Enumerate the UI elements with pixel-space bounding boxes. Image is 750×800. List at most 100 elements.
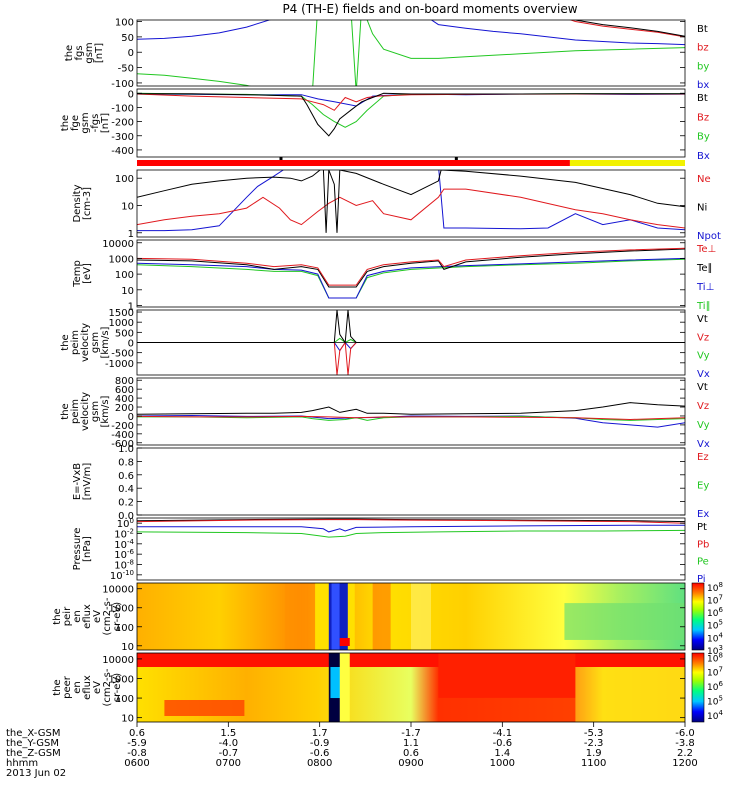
colorbar-tick-label: 104 (707, 709, 723, 722)
y-axis-label: the peim velocity gsm [km/s] (60, 323, 111, 362)
y-tick-label: 800 (115, 376, 134, 387)
y-tick-label: 10 (121, 714, 134, 725)
y-axis-label-line: peim (70, 399, 81, 424)
x-tick-label: 1100 (581, 758, 606, 769)
x-tick-label: 2.2 (677, 748, 693, 759)
series-group (137, 402, 685, 428)
y-tick-label: -600 (111, 439, 134, 450)
x-tick-label: 0.6 (403, 748, 419, 759)
y-axis-label-line: [km/s] (100, 395, 111, 427)
fgs-panel: Bt bz by bx 100 50 0 -50 -100 the fgs gsm [nT] (64, 18, 709, 91)
legend: Ne Ni Npot (697, 174, 721, 242)
x-tick-label: -0.6 (493, 738, 513, 749)
y-axis-label-line: peim (70, 330, 81, 355)
legend-item: Ex (697, 509, 709, 520)
legend-item: bx (697, 80, 709, 91)
y-axis-label-line: the (52, 608, 63, 624)
series-line-Ne (137, 188, 685, 229)
status-segment (137, 160, 570, 166)
y-tick-label: 0.4 (118, 484, 134, 495)
x-tick-label: 1000 (490, 758, 515, 769)
series-line-Ni (137, 170, 685, 233)
y-axis-label-line: sr-eV) (112, 602, 123, 631)
legend-item: Bz (697, 112, 709, 123)
y-axis-label-line: en (72, 681, 83, 694)
y-tick-label: -400 (111, 146, 134, 157)
series-line-Te∥ (137, 248, 685, 288)
x-row-label: hhmm (6, 758, 38, 769)
y-tick-label: 10-8 (114, 559, 134, 572)
colorbar-tick-label: 105 (707, 694, 723, 707)
y-tick-label: 100 (115, 623, 134, 634)
y-tick-label: 100 (117, 517, 134, 530)
panel-frame (136, 239, 686, 308)
y-tick-label: 200 (115, 403, 134, 414)
x-tick-label: -0.8 (127, 748, 147, 759)
series-line-By (137, 92, 685, 128)
series-group (137, 310, 685, 375)
y-axis-label: Temp [eV] (72, 260, 93, 288)
x-tick-label: -0.7 (219, 748, 239, 759)
y-axis-label-line: the (60, 115, 71, 131)
y-tick-label: 10000 (102, 655, 134, 666)
y-tick-label: 600 (115, 385, 134, 396)
y-tick-label: 100 (115, 18, 134, 29)
legend-item: Vy (697, 420, 710, 431)
y-axis-label-line: Pressure (72, 528, 83, 571)
y-tick-label: -100 (111, 79, 134, 90)
y-tick-label: -500 (111, 349, 134, 360)
x-tick-label: -5.3 (584, 728, 604, 739)
x-tick-label: -2.3 (584, 738, 604, 749)
colorbar-tick-label: 105 (707, 619, 723, 632)
y-axis-label-line: (cm2-s- (102, 668, 113, 706)
fgm-panel: Bt Bz By Bx 0 -100 -200 -300 -400 the fge gsm -fgs [n… (60, 88, 710, 162)
spectrogram-band (315, 583, 332, 650)
y-tick-label: 1000 (109, 254, 134, 265)
y-axis-label: the peer en eflux eV (cm2-s-sr-eV) (52, 668, 123, 706)
x-tick-label: -4.1 (493, 728, 513, 739)
x-tick-label: -4.0 (219, 738, 239, 749)
y-axis-label-line: the (60, 403, 71, 419)
panel-frame (136, 517, 686, 581)
legend-item: Npot (697, 231, 721, 242)
series-line-Vy (137, 337, 685, 344)
status-bar (137, 157, 685, 166)
y-axis-label-line: peir (62, 606, 73, 626)
series-line-Pb (137, 519, 685, 524)
colorbar-tick-label: 106 (707, 680, 723, 693)
y-tick-label: 10 (121, 642, 134, 653)
spectrogram-band (164, 700, 245, 716)
legend-item: Ti∥ (696, 301, 711, 312)
y-tick-label: 10000 (102, 585, 134, 596)
legend-item: Ti⊥ (696, 282, 714, 293)
y-axis-label-line: gsm (80, 112, 91, 133)
status-mark (279, 157, 283, 160)
y-axis-label-line: gsm (90, 332, 101, 353)
y-tick-label: 1 (128, 301, 134, 312)
spectrogram-band (564, 603, 685, 640)
y-axis-label-line: [cm-3] (82, 187, 93, 220)
x-tick-label: -1.7 (401, 728, 421, 739)
y-axis-label: the fge gsm -fgs [nT] (60, 112, 111, 133)
legend-item: Pt (697, 522, 707, 533)
legend: Vt Vz Vy Vx (697, 382, 710, 450)
spectrogram-band (339, 638, 350, 646)
panel-frame (136, 377, 686, 446)
spectrogram-band (137, 653, 685, 667)
y-axis-label: Pressure [nPa] (72, 528, 93, 571)
status-segment (569, 160, 685, 166)
x-tick-label: 0.6 (129, 728, 145, 739)
colorbar-tick-label: 107 (707, 593, 723, 606)
y-tick-label: 1000 (109, 604, 134, 615)
panel-frame (136, 19, 686, 87)
x-tick-label: 1.5 (220, 728, 236, 739)
x-tick-label: 1200 (672, 758, 697, 769)
y-axis-label-line: en (72, 610, 83, 623)
